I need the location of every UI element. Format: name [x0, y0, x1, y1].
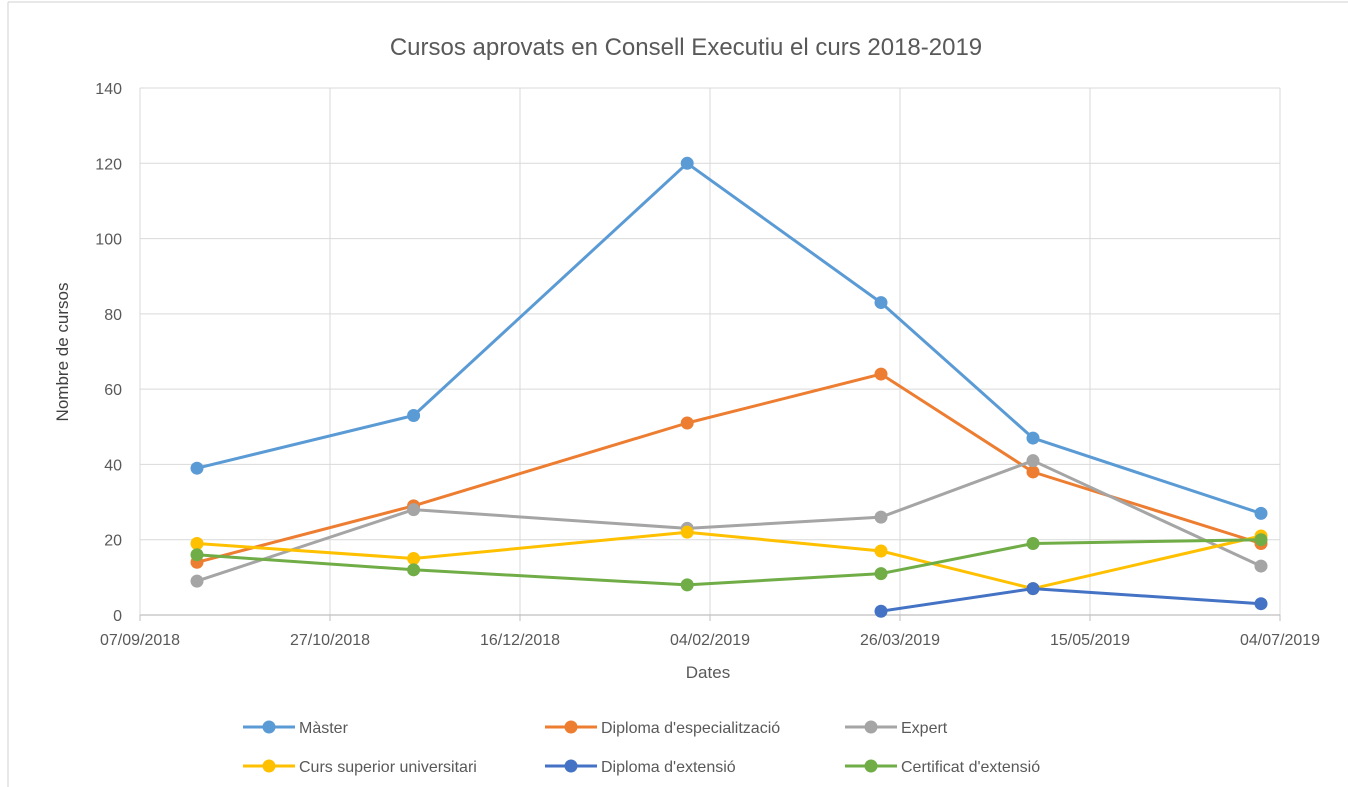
chart-title: Cursos aprovats en Consell Executiu el c…	[390, 34, 982, 61]
legend-marker	[262, 759, 276, 773]
data-point	[1254, 559, 1268, 573]
data-point	[1026, 536, 1040, 550]
data-point	[407, 563, 421, 577]
data-point	[1026, 582, 1040, 596]
data-point	[190, 461, 204, 475]
data-point	[407, 552, 421, 566]
data-point	[680, 578, 694, 592]
data-point	[874, 367, 888, 381]
data-point	[190, 574, 204, 588]
legend-label: Màster	[299, 720, 349, 737]
data-point	[1254, 597, 1268, 611]
y-tick-label: 20	[104, 533, 122, 550]
data-point	[680, 156, 694, 170]
x-tick-label: 07/09/2018	[100, 632, 180, 649]
legend-marker	[262, 720, 276, 734]
legend-marker	[564, 759, 578, 773]
series-line	[196, 538, 1262, 587]
data-point	[874, 510, 888, 524]
legend-label: Expert	[901, 720, 948, 737]
data-point	[1026, 454, 1040, 468]
x-axis-title: Dates	[686, 663, 730, 682]
x-tick-label: 16/12/2018	[480, 632, 560, 649]
data-point	[407, 408, 421, 422]
gridlines	[140, 87, 1281, 615]
x-tick-label: 04/07/2019	[1240, 632, 1320, 649]
legend-marker	[864, 720, 878, 734]
data-point	[680, 416, 694, 430]
axes: 0 20 40 60 80 100 120 140 07/09/2018 27/10/2018 16…	[95, 81, 1320, 649]
legend-label: Curs superior universitari	[299, 759, 477, 776]
data-point	[1026, 431, 1040, 445]
y-tick-label: 60	[104, 382, 122, 399]
series-line	[196, 372, 1262, 564]
legend-marker	[864, 759, 878, 773]
legend-item: Curs superior universitari	[243, 759, 477, 776]
data-point	[407, 503, 421, 517]
y-axis-title: Nombre de cursos	[53, 283, 72, 422]
legend-item: Diploma d'especialització	[545, 720, 780, 737]
legend-item: Diploma d'extensió	[545, 759, 736, 776]
y-tick-label: 140	[95, 81, 122, 98]
y-tick-label: 80	[104, 307, 122, 324]
y-tick-label: 100	[95, 232, 122, 249]
legend-item: Certificat d'extensió	[845, 759, 1040, 776]
data-point	[874, 296, 888, 310]
legend-label: Diploma d'extensió	[601, 759, 736, 776]
legend-item: Expert	[845, 720, 948, 737]
series-2	[190, 454, 1268, 588]
legend-marker	[564, 720, 578, 734]
data-point	[874, 567, 888, 581]
data-point	[874, 604, 888, 618]
series-line	[196, 530, 1262, 591]
data-point	[190, 536, 204, 550]
data-point	[1026, 465, 1040, 479]
series-5	[190, 533, 1268, 592]
series-line	[196, 161, 1262, 515]
legend-label: Diploma d'especialització	[601, 720, 780, 737]
data-point	[190, 548, 204, 562]
series-4	[874, 582, 1268, 618]
legend-label: Certificat d'extensió	[901, 759, 1040, 776]
data-point	[1254, 506, 1268, 520]
x-tick-label: 26/03/2019	[860, 632, 940, 649]
legend-item: Màster	[243, 720, 349, 737]
series-lines	[190, 156, 1268, 618]
series-0	[190, 156, 1268, 520]
data-point	[1254, 533, 1268, 547]
x-tick-label: 27/10/2018	[290, 632, 370, 649]
data-point	[680, 525, 694, 539]
x-tick-label: 15/05/2019	[1050, 632, 1130, 649]
series-line	[196, 459, 1262, 583]
y-tick-label: 0	[113, 608, 122, 625]
y-tick-label: 120	[95, 156, 122, 173]
x-tick-label: 04/02/2019	[670, 632, 750, 649]
data-point	[874, 544, 888, 558]
legend: Màster Diploma d'especialització Expert Cur…	[243, 720, 1040, 776]
y-tick-label: 40	[104, 457, 122, 474]
